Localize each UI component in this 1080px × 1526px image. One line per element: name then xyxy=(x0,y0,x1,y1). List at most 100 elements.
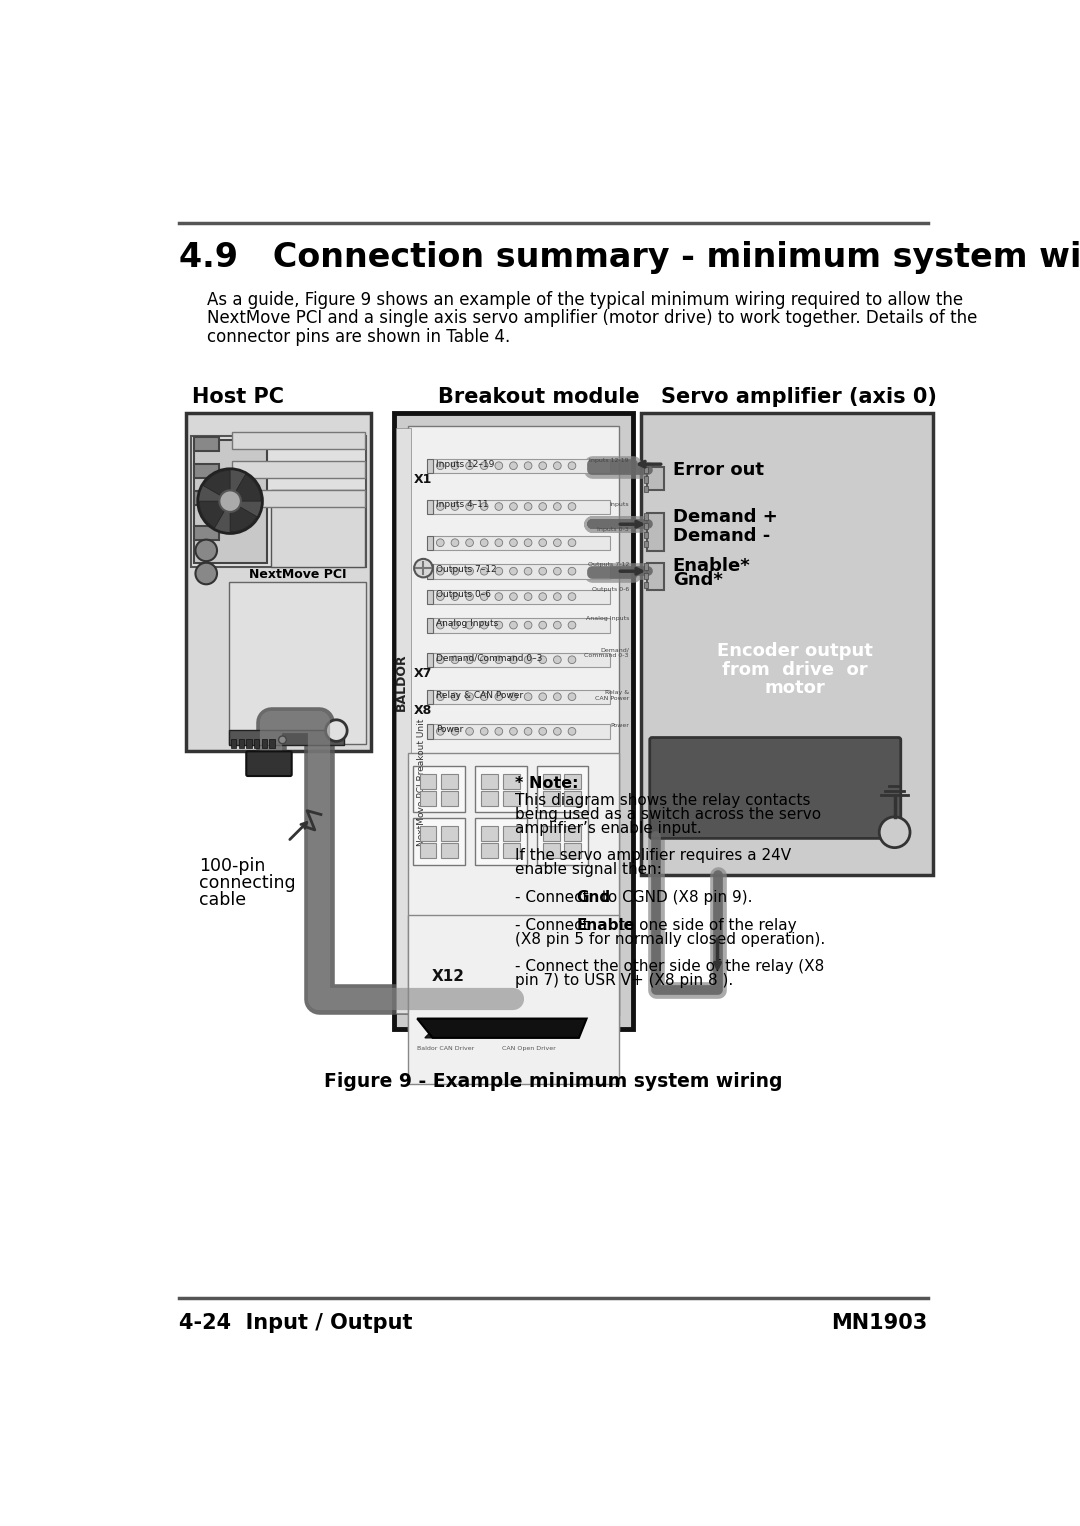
Text: - Connect: - Connect xyxy=(515,890,594,905)
Bar xyxy=(254,739,259,748)
Bar xyxy=(232,490,365,507)
Text: MN1903: MN1903 xyxy=(832,1312,928,1332)
Circle shape xyxy=(436,693,444,700)
Circle shape xyxy=(568,592,576,600)
Circle shape xyxy=(436,568,444,575)
Circle shape xyxy=(414,559,433,577)
Bar xyxy=(433,690,610,705)
Circle shape xyxy=(436,539,444,546)
Bar xyxy=(271,490,365,566)
Text: connector pins are shown in Table 4.: connector pins are shown in Table 4. xyxy=(207,328,510,346)
Bar xyxy=(644,542,648,548)
Bar xyxy=(246,739,252,748)
Circle shape xyxy=(510,462,517,470)
Text: NextMove PCI and a single axis servo amplifier (motor drive) to work together. D: NextMove PCI and a single axis servo amp… xyxy=(207,310,977,328)
Bar xyxy=(441,790,458,806)
Text: Demand/Command 0–3: Demand/Command 0–3 xyxy=(436,653,543,662)
Text: cable: cable xyxy=(200,891,246,909)
Circle shape xyxy=(451,621,459,629)
Bar xyxy=(543,790,559,806)
Circle shape xyxy=(465,656,473,664)
Circle shape xyxy=(451,568,459,575)
Circle shape xyxy=(524,728,532,736)
Bar xyxy=(414,818,465,865)
Bar xyxy=(194,439,267,563)
Text: Outputs 0-6: Outputs 0-6 xyxy=(592,588,629,592)
Text: Analog Inputs: Analog Inputs xyxy=(585,615,629,621)
Circle shape xyxy=(524,462,532,470)
Circle shape xyxy=(481,539,488,546)
Text: enable signal then:: enable signal then: xyxy=(515,862,662,877)
Circle shape xyxy=(553,693,562,700)
Circle shape xyxy=(539,693,546,700)
Circle shape xyxy=(568,693,576,700)
Bar xyxy=(564,842,581,859)
Text: Baldor CAN Driver: Baldor CAN Driver xyxy=(417,1045,474,1050)
Bar xyxy=(269,739,274,748)
Bar xyxy=(441,774,458,789)
Text: Inputs 12–19: Inputs 12–19 xyxy=(436,459,495,468)
Circle shape xyxy=(539,621,546,629)
Bar xyxy=(433,653,610,667)
Text: Relay &
CAN Power: Relay & CAN Power xyxy=(595,690,629,700)
Wedge shape xyxy=(230,475,261,501)
Text: NextMove PCI Breakout Unit: NextMove PCI Breakout Unit xyxy=(417,719,426,845)
Bar xyxy=(537,818,589,865)
Circle shape xyxy=(465,568,473,575)
Bar xyxy=(564,826,581,841)
Text: * Note:: * Note: xyxy=(515,777,579,790)
Bar xyxy=(194,526,218,540)
Circle shape xyxy=(495,539,502,546)
Bar xyxy=(640,412,933,874)
Text: Error out: Error out xyxy=(673,461,764,479)
Text: - Connect the other side of the relay (X8: - Connect the other side of the relay (X… xyxy=(515,960,824,974)
Bar xyxy=(564,774,581,789)
Bar xyxy=(441,842,458,859)
Bar xyxy=(229,581,366,743)
Circle shape xyxy=(879,816,910,847)
Circle shape xyxy=(451,728,459,736)
Bar xyxy=(394,412,633,1029)
Bar xyxy=(433,499,610,514)
Bar xyxy=(433,589,610,604)
Circle shape xyxy=(495,592,502,600)
Bar xyxy=(428,589,433,604)
Text: Power: Power xyxy=(610,723,629,728)
Circle shape xyxy=(568,621,576,629)
Text: BALDOR: BALDOR xyxy=(395,653,408,711)
Text: Gnd*: Gnd* xyxy=(673,571,723,589)
Circle shape xyxy=(481,656,488,664)
Circle shape xyxy=(195,540,217,562)
Circle shape xyxy=(495,656,502,664)
Circle shape xyxy=(553,656,562,664)
Bar xyxy=(564,790,581,806)
Circle shape xyxy=(465,728,473,736)
Text: Outputs 7-12: Outputs 7-12 xyxy=(588,562,629,566)
Bar xyxy=(475,818,527,865)
Circle shape xyxy=(510,656,517,664)
Text: 4.9   Connection summary - minimum system wiring: 4.9 Connection summary - minimum system … xyxy=(179,241,1080,273)
Bar xyxy=(644,513,648,520)
Bar xyxy=(428,725,433,739)
Text: Demand -: Demand - xyxy=(673,526,770,545)
Bar xyxy=(428,690,433,705)
Bar xyxy=(419,826,436,841)
Bar xyxy=(428,536,433,551)
Bar xyxy=(647,513,663,551)
Bar xyxy=(395,427,411,1013)
Circle shape xyxy=(539,568,546,575)
Circle shape xyxy=(553,462,562,470)
Circle shape xyxy=(219,490,241,511)
Circle shape xyxy=(539,728,546,736)
Circle shape xyxy=(553,568,562,575)
Circle shape xyxy=(553,539,562,546)
Bar xyxy=(191,436,366,566)
Circle shape xyxy=(451,502,459,510)
Circle shape xyxy=(436,621,444,629)
Bar xyxy=(433,565,610,578)
Circle shape xyxy=(481,621,488,629)
Text: X12: X12 xyxy=(432,969,464,984)
Bar xyxy=(232,461,365,478)
Circle shape xyxy=(524,592,532,600)
Circle shape xyxy=(568,539,576,546)
